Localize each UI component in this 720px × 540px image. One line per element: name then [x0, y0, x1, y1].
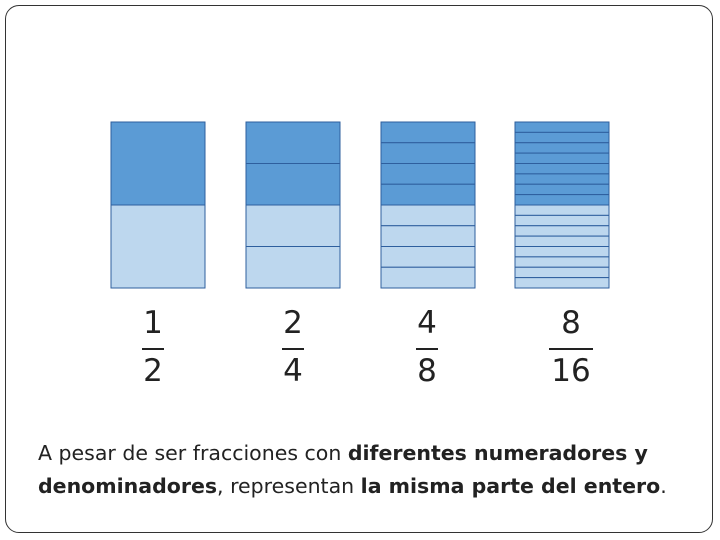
- caption-text: A pesar de ser fracciones con diferentes…: [38, 437, 698, 503]
- numerator: 4: [417, 305, 437, 341]
- fraction-line: [282, 348, 304, 350]
- empty-part: [514, 266, 610, 279]
- filled-part: [380, 163, 476, 185]
- caption-part: , representan: [217, 474, 361, 498]
- numerator: 2: [283, 305, 303, 341]
- filled-part: [514, 194, 610, 206]
- empty-part: [514, 235, 610, 247]
- filled-part: [380, 183, 476, 206]
- denominator: 8: [417, 353, 437, 389]
- fraction-bar-8-16: [514, 121, 610, 289]
- empty-part: [380, 225, 476, 247]
- filled-part: [514, 121, 610, 133]
- filled-part: [514, 131, 610, 144]
- filled-part: [245, 163, 341, 206]
- empty-part: [380, 266, 476, 289]
- empty-part: [245, 204, 341, 247]
- denominator: 16: [551, 353, 591, 389]
- fraction-bar-2-4: [245, 121, 341, 289]
- fraction-line: [142, 348, 164, 350]
- fraction-bar-4-8: [380, 121, 476, 289]
- filled-part: [514, 152, 610, 164]
- empty-part: [110, 204, 206, 289]
- fraction-label-2: 2 4: [253, 308, 333, 387]
- numerator: 8: [561, 305, 581, 341]
- caption-emphasis: la misma parte del entero: [360, 474, 661, 498]
- filled-part: [514, 173, 610, 185]
- empty-part: [245, 246, 341, 289]
- denominator: 4: [283, 353, 303, 389]
- denominator: 2: [143, 353, 163, 389]
- empty-part: [514, 204, 610, 216]
- fraction-line: [549, 348, 593, 350]
- fraction-label-4: 8 16: [531, 308, 611, 387]
- fraction-bar-1-2: [110, 121, 206, 289]
- empty-part: [514, 277, 610, 289]
- empty-part: [514, 256, 610, 268]
- filled-part: [380, 121, 476, 144]
- fraction-label-1: 1 2: [113, 308, 193, 387]
- filled-part: [514, 142, 610, 154]
- empty-part: [380, 204, 476, 227]
- empty-part: [380, 246, 476, 268]
- empty-part: [514, 214, 610, 227]
- caption-part: A pesar de ser fracciones con: [38, 441, 348, 465]
- fraction-line: [416, 348, 438, 350]
- filled-part: [514, 163, 610, 175]
- filled-part: [514, 183, 610, 196]
- numerator: 1: [143, 305, 163, 341]
- filled-part: [110, 121, 206, 206]
- caption-part: .: [660, 474, 667, 498]
- empty-part: [514, 246, 610, 258]
- fraction-label-3: 4 8: [387, 308, 467, 387]
- fraction-bars-diagram: [110, 121, 610, 289]
- filled-part: [245, 121, 341, 164]
- filled-part: [380, 142, 476, 164]
- caption-emphasis: diferentes numeradores y denominadores: [38, 441, 648, 498]
- empty-part: [514, 225, 610, 237]
